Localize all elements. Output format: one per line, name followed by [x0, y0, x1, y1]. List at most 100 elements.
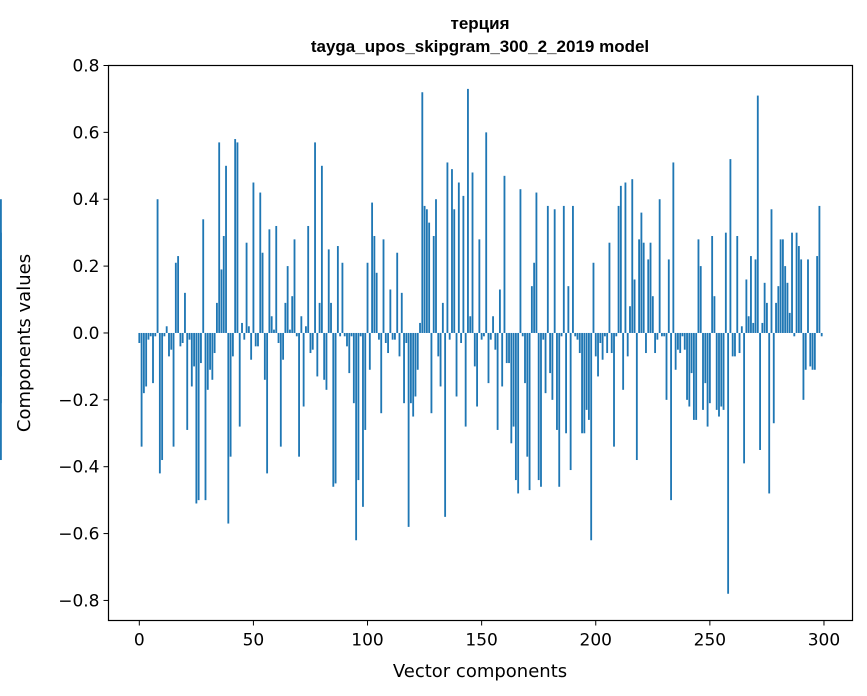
bar: [149, 332, 152, 337]
bar: [213, 332, 216, 354]
bar: [179, 332, 182, 347]
bar: [626, 332, 629, 357]
bar: [777, 286, 780, 333]
bar: [597, 332, 599, 377]
bar: [206, 332, 209, 390]
bar: [257, 332, 259, 347]
bar: [394, 332, 396, 340]
bar: [366, 262, 369, 333]
bar: [318, 302, 321, 333]
bar: [227, 332, 230, 524]
bar: [788, 312, 791, 333]
bar: [270, 316, 273, 333]
bar: [469, 316, 472, 333]
bar: [519, 189, 522, 333]
bar: [305, 326, 307, 333]
y-tick-label: −0.6: [58, 525, 99, 545]
bar: [677, 332, 679, 350]
bar: [211, 332, 214, 380]
bar: [766, 302, 768, 333]
bar: [284, 302, 287, 333]
bar: [243, 332, 246, 340]
bar: [786, 282, 789, 333]
x-tick-label: 200: [580, 631, 612, 651]
bar: [222, 236, 225, 333]
bar: [156, 199, 159, 333]
bar: [314, 142, 316, 333]
bar: [672, 162, 675, 333]
bar: [514, 332, 517, 481]
x-axis-label: Vector components: [393, 661, 567, 682]
bar: [273, 329, 275, 333]
bar: [770, 209, 773, 333]
bar: [661, 332, 663, 337]
bar: [489, 332, 492, 340]
bar: [505, 332, 508, 364]
bar: [501, 332, 504, 387]
bar: [503, 175, 506, 333]
bar: [599, 332, 602, 343]
bar: [553, 209, 556, 333]
bar: [756, 95, 759, 333]
bar: [740, 326, 743, 333]
bar: [510, 332, 513, 444]
bar: [508, 332, 510, 364]
bar: [341, 262, 344, 333]
bar: [387, 332, 389, 354]
y-axis-label: Components values: [14, 254, 35, 432]
bar: [154, 332, 157, 337]
bar: [702, 332, 704, 410]
bar: [279, 332, 282, 447]
bar: [446, 162, 449, 333]
bar: [603, 332, 606, 337]
bar: [200, 332, 202, 364]
bar: [220, 269, 223, 333]
bar: [638, 239, 641, 333]
bar: [656, 332, 659, 340]
bar: [316, 332, 319, 377]
bar: [384, 332, 387, 343]
bar: [327, 249, 330, 333]
y-tick-label: 0.8: [72, 57, 99, 77]
bar: [797, 246, 800, 333]
bar: [681, 332, 684, 337]
bar: [0, 199, 2, 333]
bar: [695, 332, 698, 420]
bar: [544, 332, 547, 394]
bar: [295, 332, 298, 337]
bar: [152, 332, 154, 384]
bar: [576, 332, 579, 340]
bar: [750, 256, 752, 333]
bar: [754, 259, 757, 333]
bar: [357, 332, 360, 481]
bar: [572, 205, 574, 333]
bar: [727, 332, 730, 594]
bar: [439, 332, 442, 387]
bar: [241, 322, 243, 333]
bar: [339, 332, 342, 337]
bar: [414, 332, 417, 397]
bar: [674, 332, 677, 370]
bar: [690, 332, 693, 374]
bar: [238, 332, 241, 427]
bar: [658, 199, 661, 333]
bar: [692, 332, 695, 420]
bar: [252, 182, 255, 333]
bar: [583, 332, 586, 434]
bar: [277, 332, 280, 343]
bar: [371, 202, 374, 333]
bar: [268, 229, 271, 333]
bar: [419, 322, 421, 333]
bar: [722, 332, 725, 410]
bars-layer: [0, 88, 823, 594]
bar: [795, 232, 798, 333]
bar: [718, 332, 720, 417]
bar: [181, 332, 184, 343]
bar: [731, 332, 734, 357]
bar: [389, 289, 392, 333]
bar: [193, 332, 195, 367]
bar: [373, 236, 376, 333]
bar: [633, 279, 636, 333]
bar: [476, 332, 478, 407]
